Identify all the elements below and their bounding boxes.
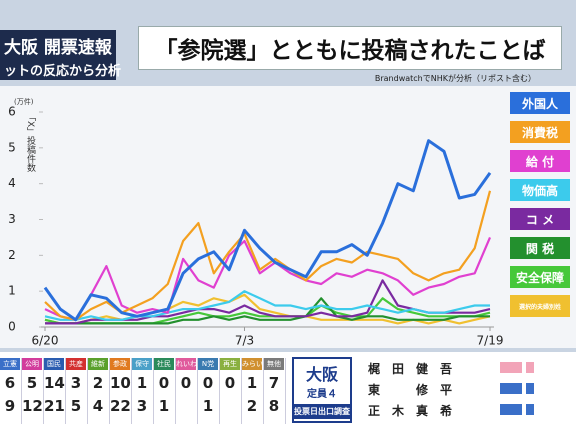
divider [65, 358, 66, 424]
unit-label: (万件) [14, 97, 34, 106]
survey: 投票日出口調査 [294, 404, 350, 419]
party-seats: 7 [268, 374, 280, 392]
party-name: 社民 [154, 358, 174, 370]
series-line [45, 297, 490, 325]
divider [131, 358, 132, 424]
party-seats: 10 [110, 374, 131, 392]
y-tick-label: 1 [8, 284, 16, 298]
y-tick-label: 2 [8, 248, 16, 262]
y-tick-label: 4 [8, 176, 16, 190]
y-tick-label: 3 [8, 212, 16, 226]
subtitle: BrandwatchでNHKが分析（リポスト含む） [374, 74, 536, 83]
district: 大阪 [305, 365, 338, 384]
legend-item: 外国人 [510, 92, 570, 114]
x-tick-label: 7/19 [477, 334, 504, 348]
party-tag [500, 362, 522, 373]
party-seats: 3 [70, 374, 82, 392]
series-line [43, 139, 492, 322]
party-tag [500, 383, 522, 394]
candidate: 正 木 真 希 [368, 404, 453, 418]
party-seats: 1 [158, 397, 170, 415]
divider [219, 358, 220, 424]
party-seats: 1 [202, 397, 214, 415]
x-tick-label: 6/20 [32, 334, 59, 348]
seats: 定員４ [307, 389, 337, 400]
party-name: 共産 [66, 358, 86, 370]
party-name: 参政 [110, 358, 130, 370]
party-tag [500, 404, 522, 415]
party-seats: 22 [110, 397, 131, 415]
y-tick-label: 5 [8, 140, 16, 154]
title: 「参院選」とともに投稿されたことば [138, 26, 562, 70]
party-name: 再生 [220, 358, 240, 370]
header-box: 大阪 開票速報 ットの反応から分析 [0, 30, 122, 80]
divider [197, 358, 198, 424]
legend: 外国人消費税給 付物価高コ メ関 税安全保障選択的夫婦別姓 [510, 92, 570, 324]
legend-item: 選択的夫婦別姓 [510, 295, 570, 317]
party-name: 維新 [88, 358, 108, 370]
party-seats: 5 [26, 374, 38, 392]
party-seats: 21 [44, 397, 65, 415]
party-seats: 8 [268, 397, 280, 415]
divider [175, 358, 176, 424]
legend-item: 安全保障 [510, 266, 570, 288]
party-seats: 0 [158, 374, 170, 392]
party-seats: 0 [180, 374, 192, 392]
legend-item: 物価高 [510, 179, 570, 201]
party-seats: 3 [136, 397, 148, 415]
y-axis-label: 「X」投稿件数 [25, 112, 36, 173]
party-name: N党 [198, 358, 218, 370]
divider [241, 358, 242, 424]
party-seats: 12 [22, 397, 43, 415]
divider [263, 358, 264, 424]
divider [21, 358, 22, 424]
candidate: 梶 田 健 吾 [368, 362, 453, 376]
divider [153, 358, 154, 424]
party-seats: 0 [224, 374, 236, 392]
party-name: 無他 [264, 358, 284, 370]
footer: 立憲 6 9 公明 5 12 国民 14 21 共産 3 5 維新 2 4 参政 10 22 保守 1 3 社民 0 1 れいわ… [0, 352, 576, 430]
party-name: れいわ [176, 358, 196, 370]
party-seats: 6 [4, 374, 16, 392]
district-box: 大阪 定員４ 投票日出口調査 [292, 357, 352, 423]
party-tag [526, 362, 534, 373]
y-tick-label: 6 [8, 105, 16, 119]
party-seats: 14 [44, 374, 65, 392]
party-seats: 1 [136, 374, 148, 392]
party-seats: 9 [4, 397, 16, 415]
party-name: 公明 [22, 358, 42, 370]
header-line: ットの反応から分析 [4, 64, 122, 79]
legend-item: コ メ [510, 208, 570, 230]
divider [109, 358, 110, 424]
party-seats: 1 [246, 374, 258, 392]
legend-item: 関 税 [510, 237, 570, 259]
legend-item: 給 付 [510, 150, 570, 172]
series-line [44, 236, 492, 321]
party-seats: 5 [70, 397, 82, 415]
x-tick-label: 7/3 [235, 334, 254, 348]
divider [43, 358, 44, 424]
chart-panel [0, 86, 576, 348]
series-line [44, 290, 490, 321]
candidate: 東 修 平 [368, 383, 453, 397]
party-seats: 2 [92, 374, 104, 392]
party-seats: 2 [246, 397, 258, 415]
party-name: 保守 [132, 358, 152, 370]
header-line: 大阪 開票速報 [4, 38, 112, 58]
party-tag [526, 383, 534, 394]
party-seats: 4 [92, 397, 104, 415]
party-tag [526, 404, 534, 415]
divider [285, 358, 286, 424]
y-tick-label: 0 [8, 320, 16, 334]
legend-item: 消費税 [510, 121, 570, 143]
party-name: みらい [242, 358, 262, 370]
divider [87, 358, 88, 424]
party-seats: 0 [202, 374, 214, 392]
party-name: 国民 [44, 358, 64, 370]
party-name: 立憲 [0, 358, 20, 370]
